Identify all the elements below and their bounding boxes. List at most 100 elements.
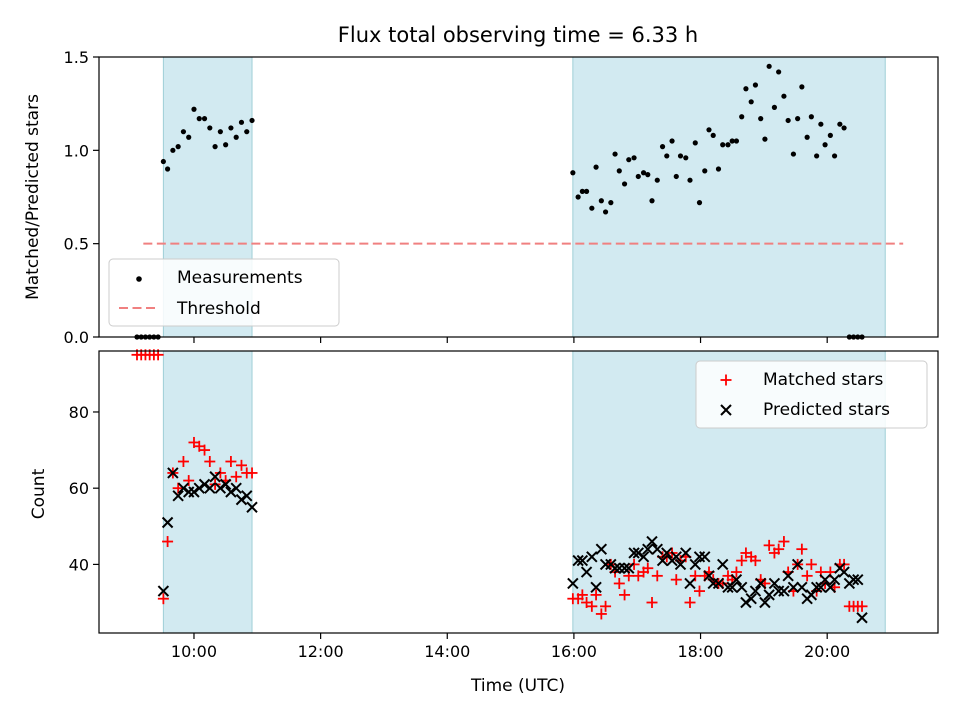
predicted-stars-point bbox=[712, 577, 725, 590]
predicted-stars-point bbox=[759, 596, 771, 609]
predicted-stars-point bbox=[214, 482, 227, 494]
predicted-stars-point bbox=[684, 577, 696, 590]
measurement-point bbox=[228, 125, 234, 131]
measurement-point bbox=[593, 164, 599, 170]
measurement-point bbox=[589, 205, 595, 211]
measurement-point bbox=[191, 106, 197, 112]
x-tick-label: 14:00 bbox=[424, 642, 470, 661]
matched-stars-point bbox=[600, 600, 612, 612]
bottom-legend: Matched stars Predicted stars bbox=[695, 360, 928, 429]
predicted-stars-point bbox=[703, 570, 715, 582]
predicted-stars-point bbox=[651, 543, 663, 555]
measurement-point bbox=[669, 138, 675, 144]
measurement-point bbox=[804, 134, 810, 140]
predicted-stars-point bbox=[632, 547, 644, 559]
measurement-point bbox=[164, 166, 171, 172]
measurement-point bbox=[196, 116, 202, 122]
measurement-point bbox=[673, 173, 679, 180]
predicted-stars-point bbox=[787, 581, 800, 593]
predicted-stars-point bbox=[219, 478, 232, 491]
predicted-stars-point bbox=[628, 547, 640, 559]
matched-stars-point bbox=[177, 456, 189, 468]
measurement-point bbox=[808, 114, 814, 120]
predicted-stars-point bbox=[856, 612, 868, 624]
predicted-stars-point bbox=[782, 570, 794, 582]
legend-label: Matched stars bbox=[763, 370, 883, 390]
matched-stars-point bbox=[801, 570, 813, 582]
predicted-stars-point bbox=[642, 543, 654, 555]
predicted-stars-point bbox=[754, 577, 767, 590]
measurement-point bbox=[612, 151, 618, 157]
predicted-stars-point bbox=[567, 577, 579, 590]
predicted-stars-point bbox=[595, 543, 608, 555]
y-tick-label: 60 bbox=[69, 479, 89, 498]
measurement-point bbox=[696, 200, 703, 206]
predicted-stars-point bbox=[815, 581, 827, 593]
predicted-stars-point bbox=[157, 585, 170, 597]
measurement-point bbox=[790, 151, 797, 157]
predicted-stars-point bbox=[828, 573, 841, 586]
measurement-point bbox=[238, 119, 245, 125]
measurement-point bbox=[702, 168, 708, 174]
predicted-stars-point bbox=[246, 501, 258, 513]
predicted-stars-point bbox=[609, 562, 621, 574]
predicted-stars-point bbox=[661, 547, 673, 559]
matched-stars-point bbox=[856, 600, 868, 612]
matched-stars-point bbox=[204, 456, 216, 468]
measurement-point bbox=[602, 209, 609, 215]
predicted-stars-point bbox=[235, 493, 248, 506]
predicted-stars-point bbox=[209, 471, 221, 483]
bottom-count-points bbox=[131, 349, 868, 624]
matched-stars-point bbox=[214, 467, 226, 479]
matched-stars-point bbox=[576, 589, 588, 601]
measurement-point bbox=[841, 125, 847, 131]
predicted-stars-point bbox=[656, 554, 669, 567]
measurement-point bbox=[776, 69, 782, 75]
measurement-point bbox=[692, 140, 698, 146]
matched-stars-point bbox=[730, 566, 742, 578]
x-axis-label: Time (UTC) bbox=[470, 676, 565, 696]
y-tick-label: 0.5 bbox=[64, 235, 89, 254]
measurement-point bbox=[659, 144, 666, 150]
predicted-stars-point bbox=[824, 581, 837, 593]
measurement-point bbox=[752, 82, 759, 88]
measurement-point bbox=[710, 132, 716, 138]
predicted-stars-point bbox=[580, 566, 593, 578]
top-panel: 0.0 0.5 1.0 1.5 Matched/Predicted stars Mea… bbox=[23, 48, 939, 347]
measurement-point bbox=[739, 114, 745, 120]
top-legend: Measurements Threshold bbox=[108, 258, 340, 327]
measurement-point bbox=[635, 173, 641, 180]
measurement-point bbox=[217, 129, 223, 135]
top-y-axis-label: Matched/Predicted stars bbox=[23, 94, 43, 300]
predicted-stars-point bbox=[241, 490, 253, 502]
predicted-stars-point bbox=[778, 585, 790, 597]
predicted-stars-point bbox=[726, 581, 738, 593]
measurement-point bbox=[831, 153, 838, 159]
matched-stars-point bbox=[586, 600, 598, 612]
x-tick-label: 10:00 bbox=[171, 642, 217, 661]
y-tick-label: 80 bbox=[69, 403, 89, 422]
x-tick-label: 16:00 bbox=[551, 642, 597, 661]
predicted-stars-point bbox=[847, 573, 860, 586]
measurement-point bbox=[818, 121, 824, 127]
measurement-point bbox=[720, 142, 726, 148]
measurement-point bbox=[207, 125, 213, 131]
measurement-point bbox=[616, 168, 622, 174]
predicted-stars-point bbox=[674, 558, 687, 571]
matched-stars-point bbox=[736, 555, 748, 567]
shaded-interval bbox=[572, 56, 886, 338]
predicted-stars-point bbox=[204, 482, 216, 494]
matched-stars-point bbox=[778, 536, 790, 548]
measurement-point bbox=[175, 144, 181, 150]
measurement-point bbox=[725, 142, 731, 148]
measurement-point bbox=[186, 134, 192, 140]
top-x-ticks bbox=[193, 337, 828, 343]
y-tick-label: 1.0 bbox=[64, 141, 89, 160]
matched-stars-point bbox=[199, 444, 211, 456]
predicted-stars-point bbox=[646, 535, 658, 548]
measurement-point bbox=[645, 172, 651, 178]
measurement-point bbox=[244, 129, 250, 135]
matched-stars-point bbox=[628, 558, 640, 570]
predicted-stars-point bbox=[763, 589, 775, 601]
